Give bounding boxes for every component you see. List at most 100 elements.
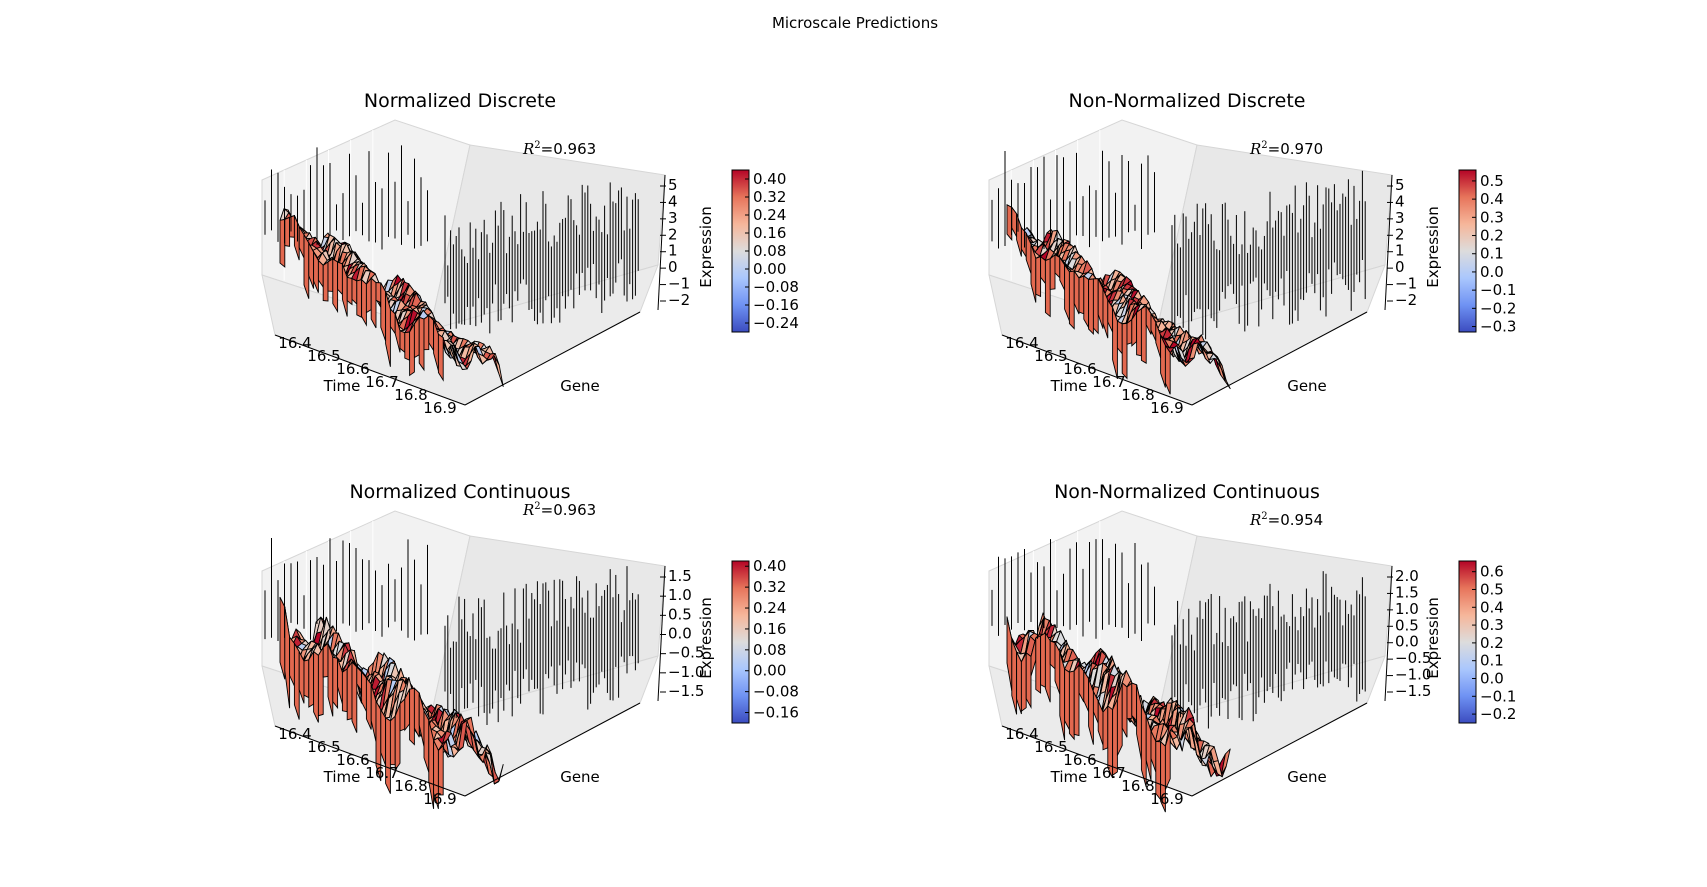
edge-facet	[1102, 288, 1109, 339]
time-tick-label: 16.5	[307, 347, 340, 365]
time-tick-label: 16.9	[423, 790, 456, 808]
colorbar-tick-label: 0.6	[1480, 563, 1504, 581]
time-tick-label: 16.9	[1150, 790, 1183, 808]
edge-facet	[370, 277, 377, 329]
subplot-title: Non-Normalized Continuous	[1054, 481, 1320, 503]
subplot-3: Normalized ContinuousR2=0.96316.416.516.…	[261, 481, 799, 810]
colorbar-tick-label: −0.24	[753, 314, 799, 332]
edge-facet	[413, 315, 420, 359]
edge-facet	[1140, 704, 1147, 788]
z-tick-label: −1.5	[668, 682, 704, 700]
edge-facet	[1030, 244, 1037, 303]
edge-facet	[1078, 663, 1085, 703]
edge-facet	[385, 291, 391, 367]
edge-facet	[313, 650, 319, 723]
z-tick-label: 1.5	[668, 567, 692, 585]
edge-facet	[1068, 670, 1075, 741]
r-squared-annotation: R2=0.963	[522, 501, 596, 519]
time-tick-label: 16.6	[336, 360, 369, 378]
colorbar-tick-label: 0.32	[753, 188, 786, 206]
z-tick-label: 0.0	[1395, 633, 1419, 651]
time-axis-line	[274, 725, 466, 797]
edge-facet	[418, 316, 425, 372]
edge-facet	[1116, 682, 1123, 756]
edge-facet	[394, 703, 401, 772]
edge-facet	[1112, 698, 1118, 777]
expression-axis-line	[657, 174, 666, 311]
edge-facet	[1040, 632, 1046, 689]
z-tick-label: 5	[1395, 176, 1405, 194]
colorbar-tick-label: 0.00	[753, 662, 786, 680]
colorbar-tick-label: −0.08	[753, 278, 799, 296]
edge-facet	[389, 715, 396, 766]
time-axis-line	[1001, 725, 1193, 797]
edge-facet	[279, 597, 286, 680]
edge-facet	[1107, 705, 1114, 779]
edge-facet	[1083, 275, 1090, 330]
surface-edge	[991, 150, 1366, 395]
edge-facet	[1073, 663, 1080, 737]
edge-facet	[1131, 682, 1138, 722]
edge-facet	[332, 656, 339, 710]
time-tick-label: 16.4	[278, 334, 311, 352]
gene-axis-label: Gene	[1287, 377, 1327, 395]
subplot-1: Normalized DiscreteR2=0.96316.416.516.61…	[261, 90, 799, 417]
z-tick-label: −2	[668, 291, 690, 309]
edge-facet	[385, 717, 391, 794]
edge-facet	[1116, 320, 1123, 355]
time-tick-label: 16.8	[394, 386, 427, 404]
z-tick-label: 1.0	[1395, 600, 1419, 618]
edge-facet	[394, 313, 401, 353]
edge-facet	[346, 660, 353, 721]
z-tick-label: 2	[668, 225, 678, 243]
time-tick-label: 16.4	[278, 725, 311, 743]
gene-axis-label: Gene	[560, 768, 600, 786]
time-tick-label: 16.9	[1150, 399, 1183, 417]
edge-facet	[1078, 275, 1085, 315]
colorbar-tick-label: 0.0	[1480, 263, 1504, 281]
expression-axis-label: Expression	[697, 597, 715, 678]
time-axis-label: Time	[1050, 768, 1088, 786]
edge-facet	[1020, 652, 1027, 713]
edge-facet	[1006, 204, 1013, 242]
colorbar-tick-label: 0.2	[1480, 227, 1504, 245]
colorbar-tick-label: 0.40	[753, 170, 786, 188]
surface-edge	[264, 145, 639, 382]
edge-facet	[337, 261, 343, 296]
colorbar-tick-label: 0.08	[753, 242, 786, 260]
edge-facet	[1049, 640, 1056, 670]
time-tick-label: 16.6	[1063, 360, 1096, 378]
expression-axis-line	[1384, 565, 1393, 702]
expression-axis-label: Expression	[697, 206, 715, 287]
colorbar-tick-label: −0.16	[753, 296, 799, 314]
colorbar-tick-label: 0.4	[1480, 190, 1504, 208]
edge-facet	[433, 740, 439, 810]
edge-facet	[413, 687, 420, 738]
edge-facet	[279, 218, 286, 268]
edge-facet	[365, 276, 372, 314]
expression-axis-label: Expression	[1424, 597, 1442, 678]
edge-facet	[1160, 335, 1166, 388]
time-axis-label: Time	[323, 768, 361, 786]
edge-facet	[1064, 668, 1070, 730]
edge-facet	[341, 263, 348, 317]
colorbar-tick-label: 0.1	[1480, 652, 1504, 670]
time-tick-label: 16.7	[1092, 373, 1125, 391]
expression-axis-line	[1384, 174, 1393, 311]
z-tick-label: −1	[668, 275, 690, 293]
z-tick-label: 4	[1395, 192, 1405, 210]
colorbar-tick-label: 0.4	[1480, 598, 1504, 616]
colorbar-tick-label: 0.0	[1480, 669, 1504, 687]
time-tick-label: 16.7	[365, 373, 398, 391]
colorbar-tick-label: 0.32	[753, 578, 786, 596]
time-tick-label: 16.5	[307, 738, 340, 756]
edge-facet	[351, 660, 358, 733]
edge-facet	[404, 331, 411, 361]
time-tick-label: 16.6	[336, 751, 369, 769]
z-tick-label: −2	[1395, 291, 1417, 309]
colorbar: 0.50.40.30.20.10.0−0.1−0.2−0.3	[1458, 169, 1516, 336]
edge-facet	[1025, 652, 1032, 709]
edge-facet	[1160, 740, 1166, 813]
edge-facet	[1011, 639, 1018, 715]
edge-facet	[1035, 256, 1042, 298]
